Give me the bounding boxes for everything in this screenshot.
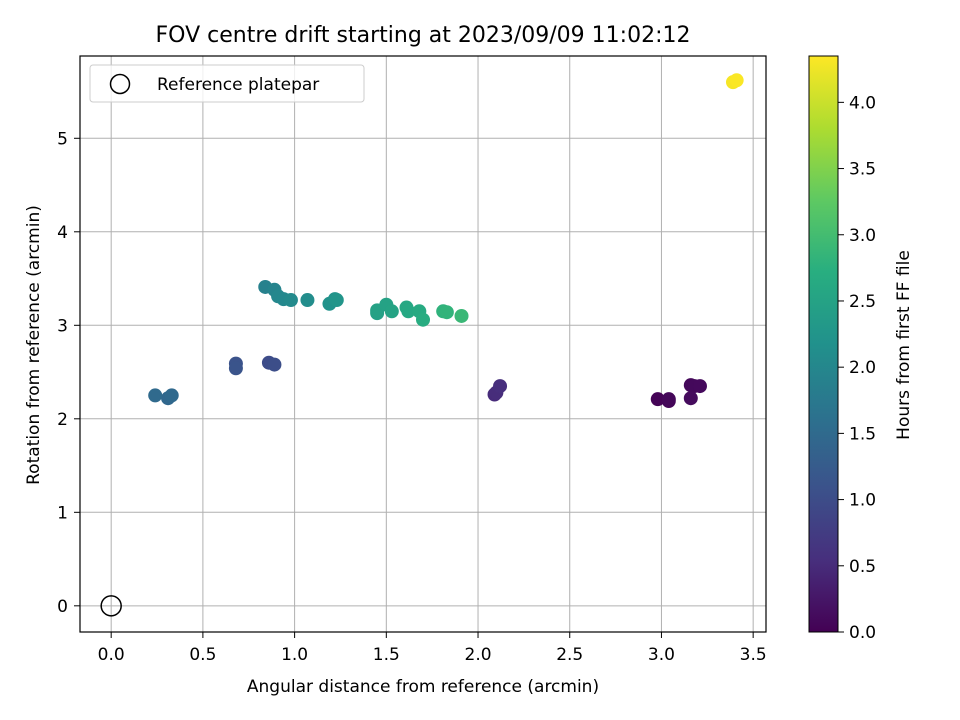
x-tick-label: 2.5 [556, 645, 583, 665]
legend-box [89, 64, 365, 103]
x-tick-label: 2.0 [465, 645, 492, 665]
x-tick-label: 1.0 [281, 645, 308, 665]
data-point [650, 392, 665, 407]
x-tick-label: 3.5 [740, 645, 767, 665]
x-axis-ticks: 0.0 0.5 1.0 1.5 2.0 2.5 3.0 3.5 [98, 632, 767, 665]
y-tick-label: 1 [57, 503, 68, 523]
colorbar-tick-label: 2.0 [849, 358, 876, 378]
y-tick-label: 5 [57, 129, 68, 149]
data-point [228, 361, 243, 376]
colorbar-ticks: 0.0 0.5 1.0 1.5 2.0 2.5 3.0 3.5 4.0 [838, 93, 876, 643]
data-point [493, 379, 508, 394]
data-point [439, 305, 454, 320]
colorbar-label: Hours from first FF file [894, 250, 914, 440]
y-tick-label: 0 [57, 597, 68, 617]
grid-lines [80, 56, 766, 632]
data-point [416, 312, 430, 327]
data-point [329, 293, 344, 308]
colorbar-tick-label: 3.0 [849, 226, 876, 246]
colorbar-tick-label: 3.5 [849, 160, 876, 180]
data-point [454, 308, 469, 323]
data-point [267, 357, 282, 372]
data-point [384, 304, 399, 319]
y-tick-label: 4 [57, 223, 68, 243]
x-tick-label: 0.5 [189, 645, 216, 665]
x-tick-label: 3.0 [648, 645, 675, 665]
colorbar-tick-label: 1.0 [849, 491, 876, 511]
data-point [683, 391, 698, 406]
data-point [283, 293, 298, 308]
data-point [164, 388, 179, 403]
y-axis-label: Rotation from reference (arcmin) [24, 205, 44, 485]
reference-point [100, 595, 122, 617]
data-point [148, 388, 163, 403]
x-tick-label: 1.5 [373, 645, 400, 665]
plot-frame [79, 55, 767, 633]
x-tick-label: 0.0 [98, 645, 125, 665]
colorbar-tick-label: 0.0 [849, 623, 876, 643]
data-point [692, 379, 707, 394]
colorbar-tick-label: 2.5 [849, 292, 876, 312]
data-point [300, 293, 315, 308]
data-point [401, 304, 416, 319]
legend-entry-reference: Reference platepar [157, 75, 319, 95]
legend: Reference platepar [89, 64, 365, 103]
colorbar-gradient [808, 55, 839, 633]
colorbar-tick-label: 0.5 [849, 557, 876, 577]
data-point [729, 73, 744, 88]
data-point [661, 392, 676, 407]
y-axis-ticks: 0 1 2 3 4 5 [57, 129, 80, 617]
colorbar-tick-label: 4.0 [849, 93, 876, 113]
y-tick-label: 3 [57, 316, 68, 336]
chart-title: FOV centre drift starting at 2023/09/09 … [156, 23, 691, 48]
y-tick-label: 2 [57, 410, 68, 430]
legend-marker-icon [109, 73, 131, 95]
data-points [100, 73, 744, 617]
colorbar: 0.0 0.5 1.0 1.5 2.0 2.5 3.0 3.5 4.0 Hours from f… [808, 55, 914, 643]
x-axis-label: Angular distance from reference (arcmin) [247, 677, 599, 697]
colorbar-tick-label: 1.5 [849, 424, 876, 444]
